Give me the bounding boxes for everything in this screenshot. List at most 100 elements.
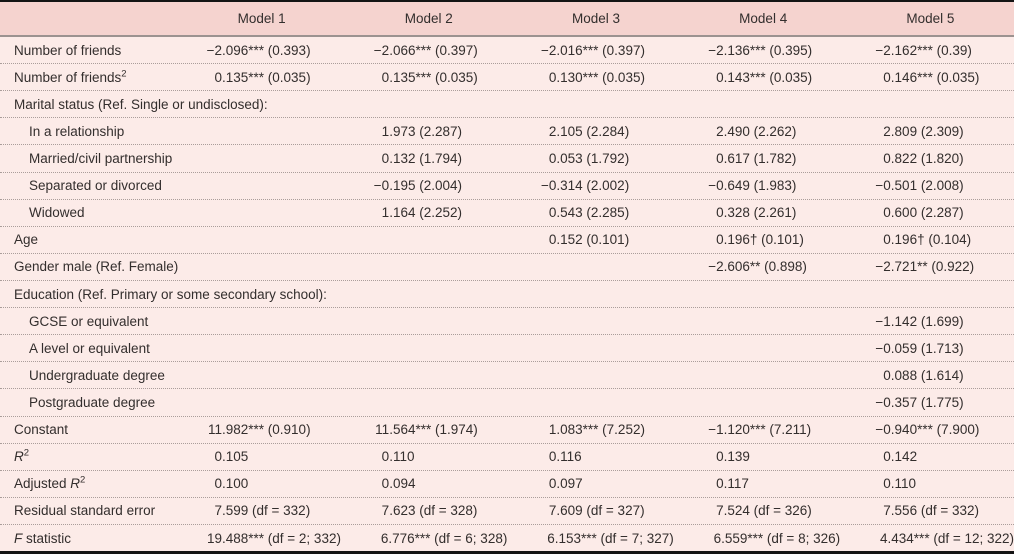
- table-row: Postgraduate degree −0.357 (1.775): [0, 388, 1014, 415]
- cell-model-3: 0.116: [548, 449, 582, 465]
- cell-model-3: 2.105 (2.284): [548, 123, 630, 139]
- cell-model-3: 1.083*** (7.252): [548, 422, 645, 438]
- cell-model-4: 0.117: [716, 476, 749, 492]
- cell-model-4: 0.196† (0.101): [716, 232, 804, 248]
- cell-model-3: 6.153*** (df = 7; 327): [547, 530, 674, 546]
- column-header-model-5: Model 5: [906, 11, 955, 26]
- column-header-model-1: Model 1: [237, 11, 286, 26]
- cell-model-1: 0.100: [214, 476, 249, 492]
- row-label: Residual standard error: [14, 503, 156, 519]
- cell-model-2: 11.564*** (1.974): [375, 422, 478, 438]
- cell-model-5: 0.110: [883, 476, 917, 492]
- cell-model-4: 7.524 (df = 326): [716, 503, 812, 519]
- table-row: In a relationship 1.973 (2.287) 2.105 (2.2…: [0, 117, 1014, 144]
- row-label: Postgraduate degree: [29, 394, 156, 410]
- cell-model-5: −1.142 (1.699): [875, 313, 964, 329]
- cell-model-4: −2.136*** (0.395): [708, 42, 813, 58]
- cell-model-3: 0.152 (0.101): [548, 232, 630, 248]
- cell-model-1: 19.488*** (df = 2; 332): [206, 530, 341, 546]
- table-row: Adjusted R2 0.100 0.094 0.097 0.117 0.110: [0, 469, 1014, 497]
- table-row: F statistic 19.488*** (df = 2; 332) 6.776*…: [0, 523, 1014, 551]
- cell-model-3: −2.016*** (0.397): [540, 42, 645, 58]
- cell-model-3: 0.097: [548, 476, 583, 492]
- cell-model-1: −2.096*** (0.393): [206, 42, 311, 58]
- cell-model-2: 6.776*** (df = 6; 328): [380, 530, 508, 546]
- row-label: In a relationship: [29, 123, 125, 139]
- cell-model-5: 2.809 (2.309): [883, 123, 964, 139]
- cell-model-5: 4.434*** (df = 12; 322): [880, 530, 1014, 546]
- table-row: A level or equivalent −0.059 (1.713): [0, 334, 1014, 361]
- cell-model-5: 0.142: [883, 449, 918, 465]
- row-label: GCSE or equivalent: [29, 313, 149, 329]
- cell-model-4: −1.120*** (7.211): [708, 422, 812, 438]
- row-label: Age: [14, 232, 39, 248]
- cell-model-5: 0.600 (2.287): [883, 205, 964, 221]
- table-row: Gender male (Ref. Female) −2.606** (0.898…: [0, 252, 1014, 280]
- row-label: Number of friends2: [14, 68, 127, 85]
- column-header-model-3: Model 3: [571, 11, 620, 26]
- cell-model-2: 0.132 (1.794): [381, 150, 462, 166]
- cell-model-5: 0.146*** (0.035): [883, 69, 980, 85]
- cell-model-2: 0.094: [381, 476, 416, 492]
- table-row: Constant 11.982*** (0.910) 11.564*** (1.97…: [0, 415, 1014, 443]
- cell-model-5: 7.556 (df = 332): [883, 503, 979, 519]
- cell-model-2: −0.195 (2.004): [373, 178, 462, 194]
- table-body: Number of friends −2.096*** (0.393) −2.066…: [0, 37, 1014, 551]
- cell-model-3: 7.609 (df = 327): [548, 503, 645, 519]
- column-header-model-4: Model 4: [739, 11, 788, 26]
- cell-model-2: 0.110: [381, 449, 415, 465]
- table-row: Widowed 1.164 (2.252) 0.543 (2.285) 0.328 (…: [0, 198, 1014, 226]
- table-row: Undergraduate degree 0.088 (1.614): [0, 361, 1014, 388]
- table-row: Marital status (Ref. Single or undisclos…: [0, 90, 1014, 117]
- row-label: Constant: [14, 422, 69, 438]
- cell-model-5: −0.940*** (7.900): [875, 422, 980, 438]
- cell-model-1: 7.599 (df = 332): [214, 503, 311, 519]
- row-label: Education (Ref. Primary or some secondar…: [14, 286, 327, 302]
- cell-model-4: 0.143*** (0.035): [716, 69, 813, 85]
- cell-model-2: 1.164 (2.252): [381, 205, 462, 221]
- row-label: Adjusted R2: [14, 474, 86, 492]
- cell-model-3: 0.130*** (0.035): [548, 69, 645, 85]
- cell-model-5: 0.822 (1.820): [883, 150, 964, 166]
- cell-model-4: −2.606** (0.898): [708, 259, 807, 275]
- table-row: Separated or divorced −0.195 (2.004) −0.31…: [0, 171, 1014, 199]
- cell-model-3: 0.053 (1.792): [548, 150, 630, 166]
- row-label: Widowed: [29, 205, 85, 221]
- cell-model-1: 0.105: [214, 449, 249, 465]
- table-row: R2 0.105 0.110 0.116 0.139 0.142: [0, 442, 1014, 470]
- table-row: Age 0.152 (0.101) 0.196† (0.101) 0.196† (0.…: [0, 225, 1014, 253]
- row-label: Married/civil partnership: [29, 150, 173, 166]
- cell-model-5: −2.721** (0.922): [875, 259, 975, 275]
- row-label: Number of friends: [14, 42, 122, 58]
- cell-model-1: 0.135*** (0.035): [214, 69, 311, 85]
- cell-model-2: 7.623 (df = 328): [381, 503, 478, 519]
- table-row: Married/civil partnership 0.132 (1.794) 0.…: [0, 144, 1014, 171]
- cell-model-4: 2.490 (2.262): [716, 123, 797, 139]
- table-row: Education (Ref. Primary or some secondar…: [0, 279, 1014, 307]
- cell-model-5: 0.196† (0.104): [883, 232, 972, 248]
- cell-model-5: −2.162*** (0.39): [875, 42, 972, 58]
- table-row: GCSE or equivalent −1.142 (1.699): [0, 307, 1014, 334]
- cell-model-5: −0.357 (1.775): [875, 394, 964, 410]
- row-label: Undergraduate degree: [29, 367, 165, 383]
- cell-model-3: −0.314 (2.002): [540, 178, 630, 194]
- cell-model-4: 0.617 (1.782): [716, 150, 797, 166]
- cell-model-5: −0.501 (2.008): [875, 178, 964, 194]
- cell-model-5: −0.059 (1.713): [875, 340, 964, 356]
- cell-model-2: 1.973 (2.287): [381, 123, 462, 139]
- column-header-model-2: Model 2: [404, 11, 453, 26]
- cell-model-3: 0.543 (2.285): [548, 205, 630, 221]
- row-label: F statistic: [14, 530, 72, 546]
- cell-model-2: 0.135*** (0.035): [381, 69, 478, 85]
- row-label: Gender male (Ref. Female): [14, 259, 179, 275]
- cell-model-4: 6.559*** (df = 8; 326): [713, 530, 841, 546]
- table-row: Residual standard error 7.599 (df = 332) 7…: [0, 496, 1014, 524]
- cell-model-4: 0.328 (2.261): [716, 205, 797, 221]
- row-label: Marital status (Ref. Single or undisclos…: [14, 96, 268, 112]
- cell-model-2: −2.066*** (0.397): [373, 42, 478, 58]
- table-header: Model 1 Model 2 Model 3 Model 4 Model 5: [0, 2, 1014, 37]
- cell-model-5: 0.088 (1.614): [883, 367, 964, 383]
- table-row: Number of friends −2.096*** (0.393) −2.066…: [0, 37, 1014, 63]
- cell-model-4: 0.139: [716, 449, 750, 465]
